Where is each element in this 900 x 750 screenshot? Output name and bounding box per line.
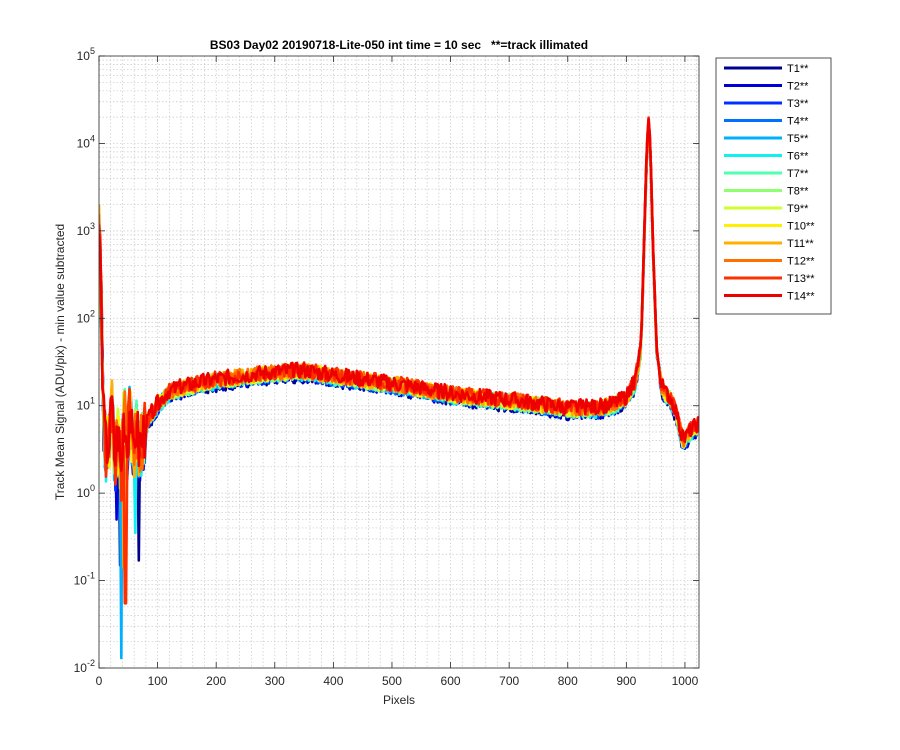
legend-label: T2** <box>787 81 809 93</box>
y-tick-label: 102 <box>77 308 95 325</box>
x-tick-label: 700 <box>499 674 519 688</box>
x-tick-label: 600 <box>441 674 461 688</box>
x-axis-label: Pixels <box>383 693 415 707</box>
legend-label: T6** <box>787 151 809 163</box>
x-tick-label: 1000 <box>672 674 699 688</box>
legend-label: T1** <box>787 63 809 75</box>
legend-label: T4** <box>787 116 809 128</box>
series-lines <box>99 116 699 660</box>
chart-title: BS03 Day02 20190718-Lite-050 int time = … <box>210 38 588 52</box>
y-axis-label: Track Mean Signal (ADU/pix) - min value … <box>53 224 67 500</box>
legend-label: T12** <box>787 256 815 268</box>
legend-label: T9** <box>787 203 809 215</box>
y-tick-label: 101 <box>77 396 95 413</box>
legend-label: T5** <box>787 133 809 145</box>
y-tick-labels: 10-2 10-1 100 101 102 103 104 105 <box>74 46 95 675</box>
legend-label: T11** <box>787 238 814 250</box>
x-tick-labels: 0 100 200 300 400 500 600 700 800 900 1000 <box>96 674 699 688</box>
x-tick-label: 200 <box>206 674 226 688</box>
legend-label: T3** <box>787 98 809 110</box>
legend-label: T8** <box>787 186 809 198</box>
legend-label: T13** <box>787 273 815 285</box>
x-tick-label: 900 <box>616 674 636 688</box>
legend-label: T7** <box>787 168 809 180</box>
x-tick-label: 500 <box>382 674 402 688</box>
y-tick-label: 103 <box>77 221 95 238</box>
series-line-14 <box>99 117 699 472</box>
legend-label: T10** <box>787 221 815 233</box>
x-tick-label: 100 <box>148 674 168 688</box>
x-tick-label: 0 <box>96 674 103 688</box>
legend-box <box>715 57 832 315</box>
grid <box>98 56 699 669</box>
plot-frame <box>98 55 700 669</box>
y-tick-label: 10-2 <box>74 658 95 675</box>
axis-ticks <box>98 55 699 669</box>
legend-label: T14** <box>787 291 815 303</box>
y-tick-label: 100 <box>77 483 95 500</box>
legend: T1** T2** T3** T4** T5** T6** T7** T8** T9** T10*… <box>715 57 832 315</box>
x-tick-label: 800 <box>558 674 578 688</box>
y-tick-label: 104 <box>77 133 95 150</box>
y-tick-label: 10-1 <box>74 571 95 588</box>
y-tick-label: 105 <box>77 46 95 63</box>
plot-area <box>99 56 699 668</box>
x-tick-label: 300 <box>265 674 285 688</box>
x-tick-label: 400 <box>323 674 343 688</box>
